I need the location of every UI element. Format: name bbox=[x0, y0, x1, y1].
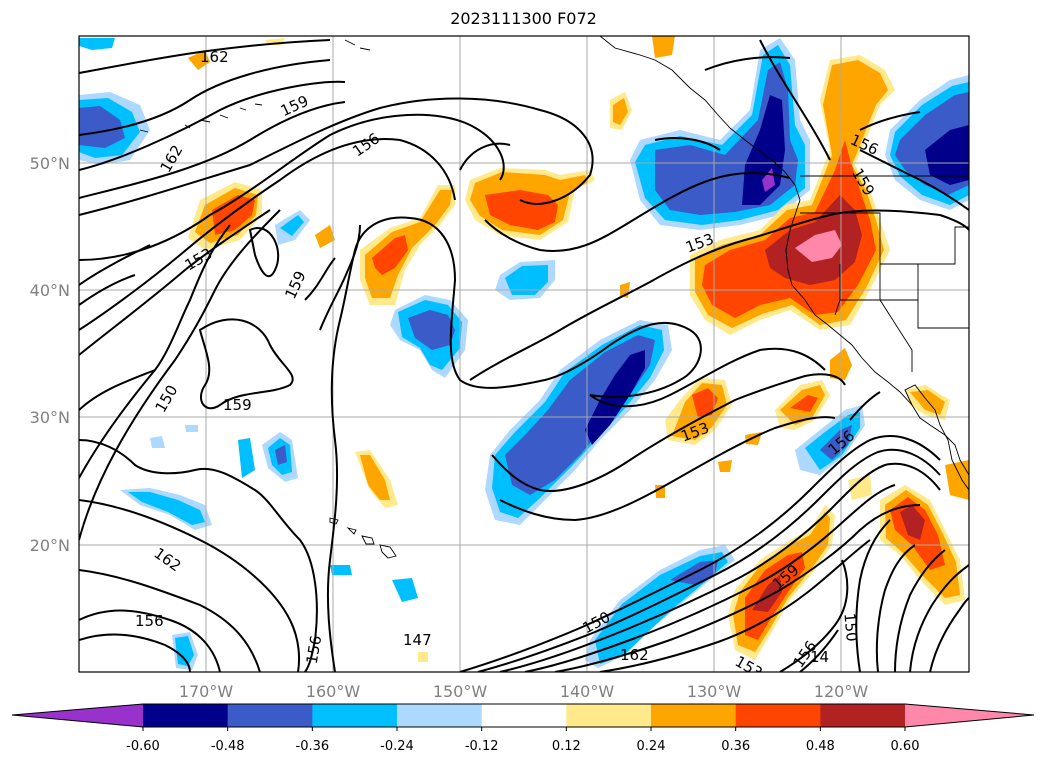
contour-label: 14 bbox=[810, 648, 829, 666]
colorbar-swatch bbox=[651, 704, 737, 727]
colorbar-tick-label: -0.24 bbox=[380, 739, 414, 754]
contour-label: 156 bbox=[303, 634, 326, 665]
contour-jet-packed bbox=[459, 435, 941, 672]
map-frame bbox=[78, 35, 970, 673]
colorbar-swatch bbox=[143, 704, 229, 727]
colorbar-swatch bbox=[481, 704, 567, 727]
colorbar-swatch bbox=[735, 704, 821, 727]
colorbar-swatch bbox=[566, 704, 652, 727]
contour-label: 162 bbox=[620, 646, 649, 664]
lon-label-170w: 170°W bbox=[179, 682, 234, 701]
lat-label-30n: 30°N bbox=[30, 408, 70, 427]
contour-label: 162 bbox=[200, 48, 229, 66]
colorbar-swatches bbox=[12, 704, 1034, 727]
contour-label: 156 bbox=[135, 612, 164, 630]
longitude-labels: 170°W 160°W 150°W 140°W 130°W 120°W bbox=[179, 682, 869, 701]
colorbar-swatch bbox=[820, 704, 906, 727]
colorbar-tick-label: 0.12 bbox=[552, 739, 581, 754]
lon-label-150w: 150°W bbox=[433, 682, 488, 701]
coastline-alaska-bc bbox=[599, 36, 969, 476]
colorbar-tick-label: -0.60 bbox=[126, 739, 160, 754]
lon-label-130w: 130°W bbox=[687, 682, 742, 701]
colorbar-tick-label: -0.12 bbox=[465, 739, 499, 754]
colorbar-tick-label: -0.36 bbox=[296, 739, 330, 754]
colorbar-extend-high bbox=[905, 704, 1034, 727]
colorbar: -0.60 -0.48 -0.36 -0.24 -0.12 0.12 0.24 0.36 0.4… bbox=[11, 703, 1035, 754]
colorbar-swatch bbox=[312, 704, 398, 727]
coastlines bbox=[139, 36, 969, 559]
lat-label-20n: 20°N bbox=[30, 536, 70, 555]
contour-153-east bbox=[469, 209, 969, 381]
colorbar-tick-label: 0.36 bbox=[721, 739, 750, 754]
contour-159-top bbox=[79, 80, 346, 171]
lon-label-140w: 140°W bbox=[560, 682, 615, 701]
colorbar-ticks: -0.60 -0.48 -0.36 -0.24 -0.12 0.12 0.24 0.36 0.4… bbox=[126, 727, 919, 754]
contour-159-loop bbox=[198, 318, 294, 410]
lat-label-50n: 50°N bbox=[30, 154, 70, 173]
colorbar-tick-label: 0.24 bbox=[637, 739, 666, 754]
height-contours bbox=[79, 39, 969, 672]
colorbar-swatch bbox=[227, 704, 313, 727]
contour-156-ring bbox=[79, 97, 594, 216]
contour-162-north bbox=[79, 39, 331, 74]
lon-label-160w: 160°W bbox=[306, 682, 361, 701]
lat-label-40n: 40°N bbox=[30, 281, 70, 300]
contour-150-west bbox=[79, 224, 231, 479]
map-title: 2023111300 F072 bbox=[450, 9, 597, 28]
colorbar-extend-low bbox=[12, 704, 143, 727]
latitude-labels: 50°N 40°N 30°N 20°N bbox=[30, 154, 70, 555]
map-content: 162 159 156 162 153 159 150 159 156 153 … bbox=[79, 36, 969, 672]
contour-162-south bbox=[79, 609, 221, 672]
contour-label: 147 bbox=[403, 631, 432, 649]
state-borders bbox=[800, 212, 969, 372]
contour-label: 150 bbox=[840, 612, 860, 642]
contour-label: 159 bbox=[223, 396, 252, 414]
hawaii-islands bbox=[329, 517, 397, 559]
colorbar-tick-label: 0.48 bbox=[806, 739, 835, 754]
colorbar-tick-label: 0.60 bbox=[891, 739, 920, 754]
contour-central-trough bbox=[326, 216, 702, 672]
colorbar-swatch bbox=[397, 704, 483, 727]
colorbar-tick-label: -0.48 bbox=[211, 739, 245, 754]
lon-label-120w: 120°W bbox=[814, 682, 869, 701]
contour-153-west bbox=[79, 138, 456, 331]
